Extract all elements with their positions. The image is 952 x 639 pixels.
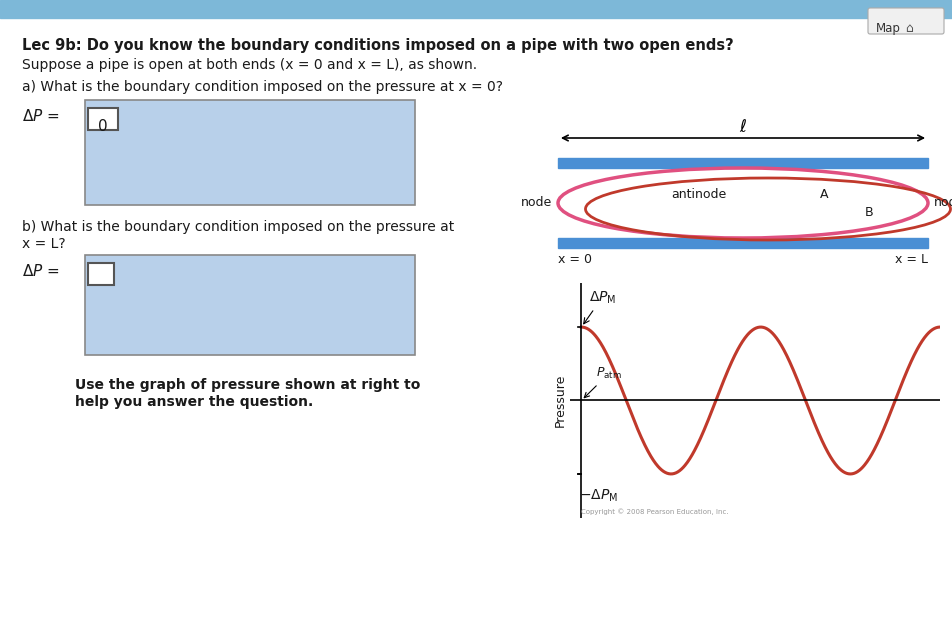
Bar (558, 158, 927, 168)
Text: ⌂: ⌂ (904, 22, 912, 35)
Text: Map: Map (875, 22, 900, 35)
Text: $\Delta P_\mathrm{M}$: $\Delta P_\mathrm{M}$ (584, 289, 615, 324)
Y-axis label: Pressure: Pressure (554, 374, 566, 427)
Text: Lec 9b: Do you know the boundary conditions imposed on a pipe with two open ends: Lec 9b: Do you know the boundary conditi… (22, 38, 733, 53)
Text: help you answer the question.: help you answer the question. (75, 395, 313, 409)
Text: 0: 0 (98, 119, 108, 134)
Text: x = L?: x = L? (22, 237, 66, 251)
Bar (0, 0, 952, 18)
Text: node: node (520, 197, 551, 210)
Text: B: B (863, 206, 872, 220)
Text: $\ell$: $\ell$ (738, 118, 746, 136)
Text: $P_\mathrm{atm}$: $P_\mathrm{atm}$ (584, 366, 621, 397)
Bar (88, 108, 118, 130)
Text: Copyright © 2008 Pearson Education, Inc.: Copyright © 2008 Pearson Education, Inc. (581, 509, 728, 515)
Bar (88, 263, 114, 285)
Text: Suppose a pipe is open at both ends (x = 0 and x = L), as shown.: Suppose a pipe is open at both ends (x =… (22, 58, 477, 72)
Text: Use the graph of pressure shown at right to: Use the graph of pressure shown at right… (75, 378, 420, 392)
Bar (85, 255, 414, 355)
Text: a) What is the boundary condition imposed on the pressure at x = 0?: a) What is the boundary condition impose… (22, 80, 503, 94)
Text: A: A (820, 189, 828, 201)
Text: node: node (933, 197, 952, 210)
Text: $\Delta P$ =: $\Delta P$ = (22, 263, 60, 279)
Text: b) What is the boundary condition imposed on the pressure at: b) What is the boundary condition impose… (22, 220, 454, 234)
Text: antinode: antinode (670, 189, 725, 201)
Text: $-\Delta P_\mathrm{M}$: $-\Delta P_\mathrm{M}$ (578, 488, 617, 504)
Bar (558, 238, 927, 248)
Bar (85, 100, 414, 205)
Text: x = 0: x = 0 (558, 253, 591, 266)
Text: $\Delta P$ =: $\Delta P$ = (22, 108, 60, 124)
Text: x = L: x = L (894, 253, 927, 266)
FancyBboxPatch shape (867, 8, 943, 34)
